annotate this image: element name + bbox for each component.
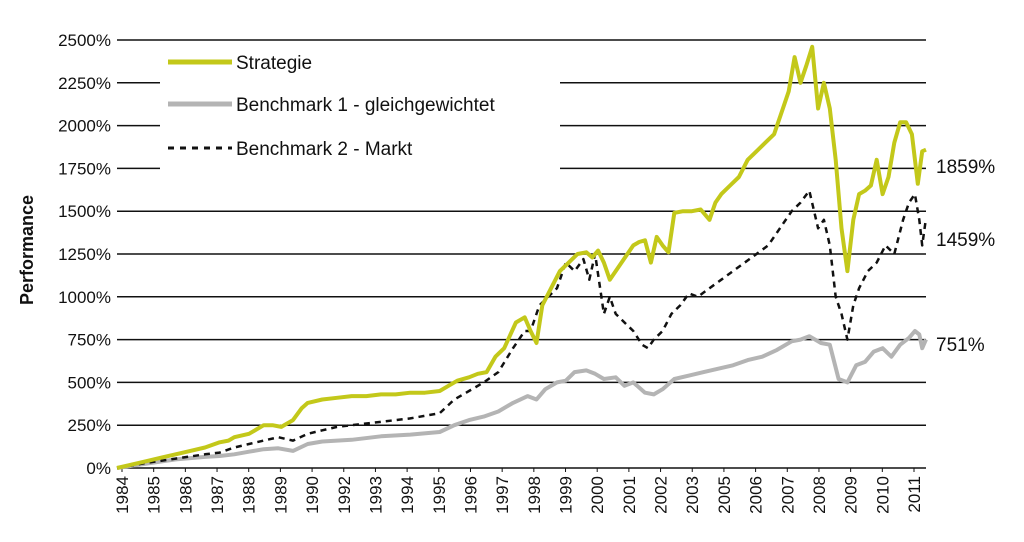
y-axis-tick-labels: 0% 250% 500% 750% 1000% 1250% 1500% 1750% 2000% 2… [58,31,111,478]
x-tick-label: 2005 [715,476,734,514]
y-axis-label: Performance [17,195,37,305]
y-tick-label: 1500% [58,202,111,221]
x-tick-label: 1985 [145,476,164,514]
legend-label-strategie: Strategie [236,53,312,74]
x-tick-label: 2008 [810,476,829,514]
x-tick-label: 1987 [208,476,227,514]
legend-label-benchmark-1-gleichgewichtet: Benchmark 1 - gleichgewichtet [236,95,495,116]
x-tick-label: 2010 [873,476,892,514]
y-tick-label: 0% [86,459,111,478]
y-tick-label: 1000% [58,288,111,307]
end-label-benchmark-2-markt: 1459% [936,230,995,251]
x-tick-label: 1984 [113,476,132,514]
series-lines [116,44,928,470]
y-tick-label: 1750% [58,159,111,178]
x-tick-label: 1997 [493,476,512,514]
x-tick-label: 2001 [620,476,639,514]
legend: Strategie Benchmark 1 - gleichgewichtet Be… [160,42,560,170]
x-tick-label: 1986 [176,476,195,514]
x-tick-label: 2009 [842,476,861,514]
end-label-benchmark-1-gleichgewichtet: 751% [936,335,985,356]
y-tick-label: 500% [68,373,111,392]
y-tick-label: 2250% [58,74,111,93]
y-tick-label: 250% [68,416,111,435]
x-tick-label: 2007 [778,476,797,514]
y-tick-label: 2000% [58,117,111,136]
x-tick-label: 1999 [557,476,576,514]
x-tick-label: 1992 [335,476,354,514]
y-tick-label: 1250% [58,245,111,264]
y-tick-label: 750% [68,331,111,350]
x-tick-label: 2011 [905,476,924,513]
series-line-benchmark-2-markt [116,189,928,470]
end-label-strategie: 1859% [936,157,995,178]
x-tick-label: 2003 [683,476,702,514]
x-tick-label: 1996 [461,476,480,514]
x-tick-label: 1994 [398,476,417,514]
x-axis-tick-labels: 1984 1985 1986 1987 1988 1989 1990 1992 1993 1994… [113,468,924,514]
x-tick-label: 1989 [271,476,290,514]
x-tick-label: 1988 [240,476,259,514]
legend-label-benchmark-2-markt: Benchmark 2 - Markt [236,139,413,160]
x-tick-label: 1990 [303,476,322,514]
x-tick-label: 2000 [588,476,607,514]
x-tick-label: 1993 [366,476,385,514]
series-end-labels: 1859% 751% 1459% [936,157,995,356]
x-tick-label: 2002 [652,476,671,514]
series-line-benchmark-1-gleichgewichtet [116,329,928,470]
x-tick-label: 2006 [747,476,766,514]
x-tick-label: 1998 [525,476,544,514]
y-tick-label: 2500% [58,31,111,50]
x-tick-label: 1995 [430,476,449,514]
series-line-strategie [116,44,927,470]
